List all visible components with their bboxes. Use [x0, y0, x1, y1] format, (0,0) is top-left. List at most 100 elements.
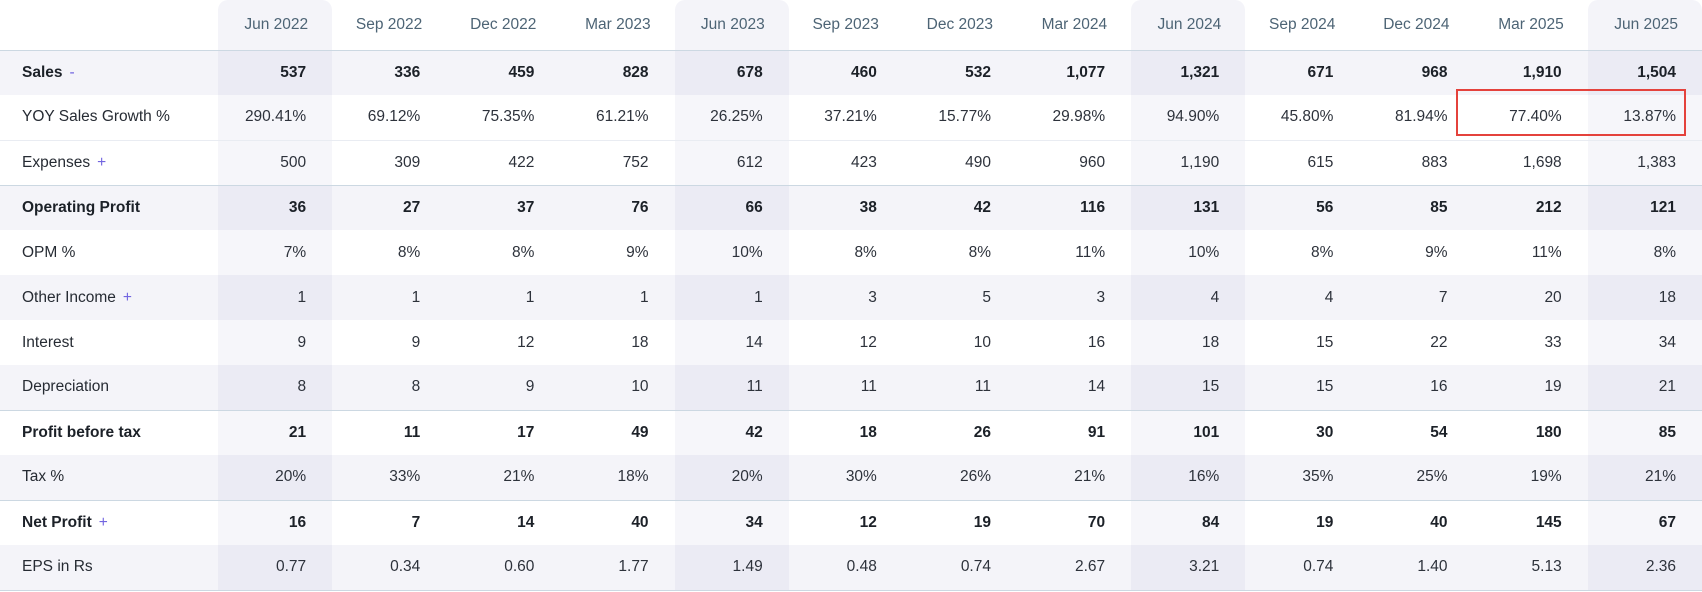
cell-yoy-sales-growth-dec-2024: 81.94% — [1394, 108, 1448, 126]
cell-other-income-jun-2023: 1 — [674, 275, 789, 320]
row-label-tax: Tax % — [0, 455, 218, 500]
cell-expenses-jun-2022: 500 — [218, 139, 333, 185]
cell-net-profit-dec-2023: 19 — [902, 499, 1017, 545]
cell-operating-profit-mar-2023: 76 — [560, 184, 675, 230]
cell-yoy-sales-growth-jun-2022: 290.41% — [218, 95, 333, 140]
cell-opm-jun-2024: 10% — [1131, 230, 1246, 275]
column-header-mar-2025: Mar 2025 — [1473, 0, 1588, 51]
cell-profit-before-tax-sep-2022: 11 — [332, 409, 447, 455]
cell-yoy-sales-growth-dec-2023: 15.77% — [938, 108, 991, 126]
cell-interest-mar-2024: 16 — [1087, 333, 1106, 351]
cell-eps-in-rs-mar-2024: 2.67 — [1016, 545, 1132, 591]
cell-other-income-sep-2023: 3 — [868, 288, 877, 306]
cell-sales-dec-2022: 459 — [508, 63, 535, 81]
cell-expenses-sep-2022: 309 — [332, 139, 447, 185]
cell-tax-dec-2023: 26% — [959, 468, 991, 486]
cell-expenses-dec-2023: 490 — [902, 139, 1017, 185]
cell-net-profit-dec-2022: 14 — [446, 499, 561, 545]
row-label-text: YOY Sales Growth % — [22, 108, 170, 126]
column-header-dec-2024: Dec 2024 — [1359, 0, 1474, 51]
cell-depreciation-sep-2023: 11 — [860, 378, 877, 396]
cell-profit-before-tax-jun-2024: 101 — [1131, 409, 1246, 455]
row-label-text: OPM % — [22, 243, 76, 261]
cell-expenses-sep-2024: 615 — [1245, 139, 1360, 185]
row-label-net-profit: Net Profit + — [0, 499, 218, 545]
cell-other-income-mar-2023: 1 — [639, 288, 649, 306]
row-label-eps-in-rs: EPS in Rs — [0, 545, 218, 591]
cell-opm-dec-2023: 8% — [968, 243, 991, 261]
column-header-sep-2022: Sep 2022 — [332, 0, 447, 51]
cell-depreciation-jun-2022: 8 — [218, 365, 333, 410]
cell-eps-in-rs-jun-2023: 1.49 — [674, 545, 789, 591]
cell-operating-profit-dec-2023: 42 — [902, 184, 1017, 230]
row-label-text: Net Profit — [22, 513, 92, 531]
row-label-profit-before-tax: Profit before tax — [0, 409, 218, 455]
column-header-jun-2022: Jun 2022 — [218, 0, 333, 51]
row-label-text: Other Income — [22, 288, 116, 306]
cell-profit-before-tax-jun-2025: 85 — [1587, 409, 1702, 455]
cell-other-income-sep-2022: 1 — [411, 288, 421, 306]
header-spacer — [0, 0, 218, 51]
cell-sales-sep-2024: 671 — [1307, 63, 1334, 81]
cell-other-income-dec-2022: 1 — [525, 288, 535, 306]
cell-yoy-sales-growth-sep-2023: 37.21% — [824, 108, 877, 126]
cell-eps-in-rs-dec-2022: 0.60 — [446, 545, 561, 591]
cell-sales-jun-2025: 1,504 — [1587, 50, 1702, 95]
cell-interest-dec-2022: 12 — [517, 333, 535, 351]
row-label-text: Profit before tax — [22, 423, 141, 441]
cell-interest-jun-2024: 18 — [1131, 320, 1246, 365]
cell-expenses-mar-2024: 960 — [1016, 139, 1132, 185]
cell-tax-dec-2022: 21% — [503, 468, 535, 486]
cell-operating-profit-jun-2025: 121 — [1587, 184, 1702, 230]
cell-other-income-mar-2025: 20 — [1544, 288, 1562, 306]
cell-net-profit-mar-2025: 145 — [1473, 499, 1588, 545]
cell-opm-mar-2025: 11% — [1531, 243, 1562, 261]
cell-yoy-sales-growth-jun-2024: 94.90% — [1131, 95, 1246, 140]
cell-tax-mar-2023: 18% — [617, 468, 649, 486]
row-profit-before-tax: Profit before tax 21 11 17 49 42 18 26 91 101 30 54… — [0, 409, 1702, 455]
collapse-minus-toggle[interactable]: - — [69, 63, 75, 81]
cell-yoy-sales-growth-jun-2025: 13.87% — [1587, 95, 1702, 140]
cell-other-income-dec-2023: 5 — [982, 288, 991, 306]
cell-other-income-mar-2024: 3 — [1096, 288, 1106, 306]
cell-opm-jun-2023: 10% — [674, 230, 789, 275]
cell-depreciation-dec-2024: 16 — [1430, 378, 1448, 396]
cell-profit-before-tax-dec-2022: 17 — [446, 409, 561, 455]
row-eps-in-rs: EPS in Rs 0.77 0.34 0.60 1.77 1.49 0.48 0.74 2.6… — [0, 545, 1702, 591]
cell-tax-sep-2024: 35% — [1302, 468, 1334, 486]
row-interest: Interest 9 9 12 18 14 12 10 16 18 15 22 33 34 — [0, 320, 1702, 365]
cell-expenses-mar-2023: 752 — [560, 139, 675, 185]
cell-depreciation-jun-2025: 21 — [1587, 365, 1702, 410]
cell-interest-dec-2024: 22 — [1430, 333, 1448, 351]
row-label-opm: OPM % — [0, 230, 218, 275]
cell-profit-before-tax-dec-2024: 54 — [1359, 409, 1474, 455]
cell-profit-before-tax-mar-2024: 91 — [1016, 409, 1132, 455]
column-header-dec-2022: Dec 2022 — [446, 0, 561, 51]
cell-tax-jun-2023: 20% — [674, 455, 789, 500]
cell-interest-jun-2025: 34 — [1587, 320, 1702, 365]
expand-plus-toggle[interactable]: + — [97, 153, 107, 171]
cell-interest-jun-2023: 14 — [674, 320, 789, 365]
cell-opm-jun-2022: 7% — [218, 230, 333, 275]
row-net-profit: Net Profit +16 7 14 40 34 12 19 70 84 19 40 145 67 — [0, 499, 1702, 545]
row-operating-profit: Operating Profit 36 27 37 76 66 38 42 116 131 56 85… — [0, 184, 1702, 230]
cell-depreciation-mar-2024: 14 — [1087, 378, 1106, 396]
cell-net-profit-mar-2024: 70 — [1016, 499, 1132, 545]
expand-plus-toggle[interactable]: + — [98, 513, 108, 531]
header-row: Jun 2022 Sep 2022 Dec 2022 Mar 2023 Jun 2023… — [0, 0, 1702, 51]
expand-plus-toggle[interactable]: + — [122, 288, 132, 306]
cell-profit-before-tax-sep-2023: 18 — [788, 409, 903, 455]
cell-profit-before-tax-jun-2022: 21 — [218, 409, 333, 455]
cell-net-profit-jun-2022: 16 — [218, 499, 333, 545]
cell-eps-in-rs-mar-2025: 5.13 — [1473, 545, 1588, 591]
cell-interest-sep-2024: 15 — [1316, 333, 1334, 351]
row-label-text: Interest — [22, 333, 74, 351]
cell-operating-profit-mar-2025: 212 — [1473, 184, 1588, 230]
cell-profit-before-tax-mar-2025: 180 — [1473, 409, 1588, 455]
cell-tax-sep-2023: 30% — [845, 468, 877, 486]
row-label-other-income: Other Income + — [0, 275, 218, 320]
cell-interest-dec-2023: 10 — [973, 333, 991, 351]
cell-opm-sep-2023: 8% — [854, 243, 877, 261]
cell-expenses-dec-2022: 422 — [446, 139, 561, 185]
